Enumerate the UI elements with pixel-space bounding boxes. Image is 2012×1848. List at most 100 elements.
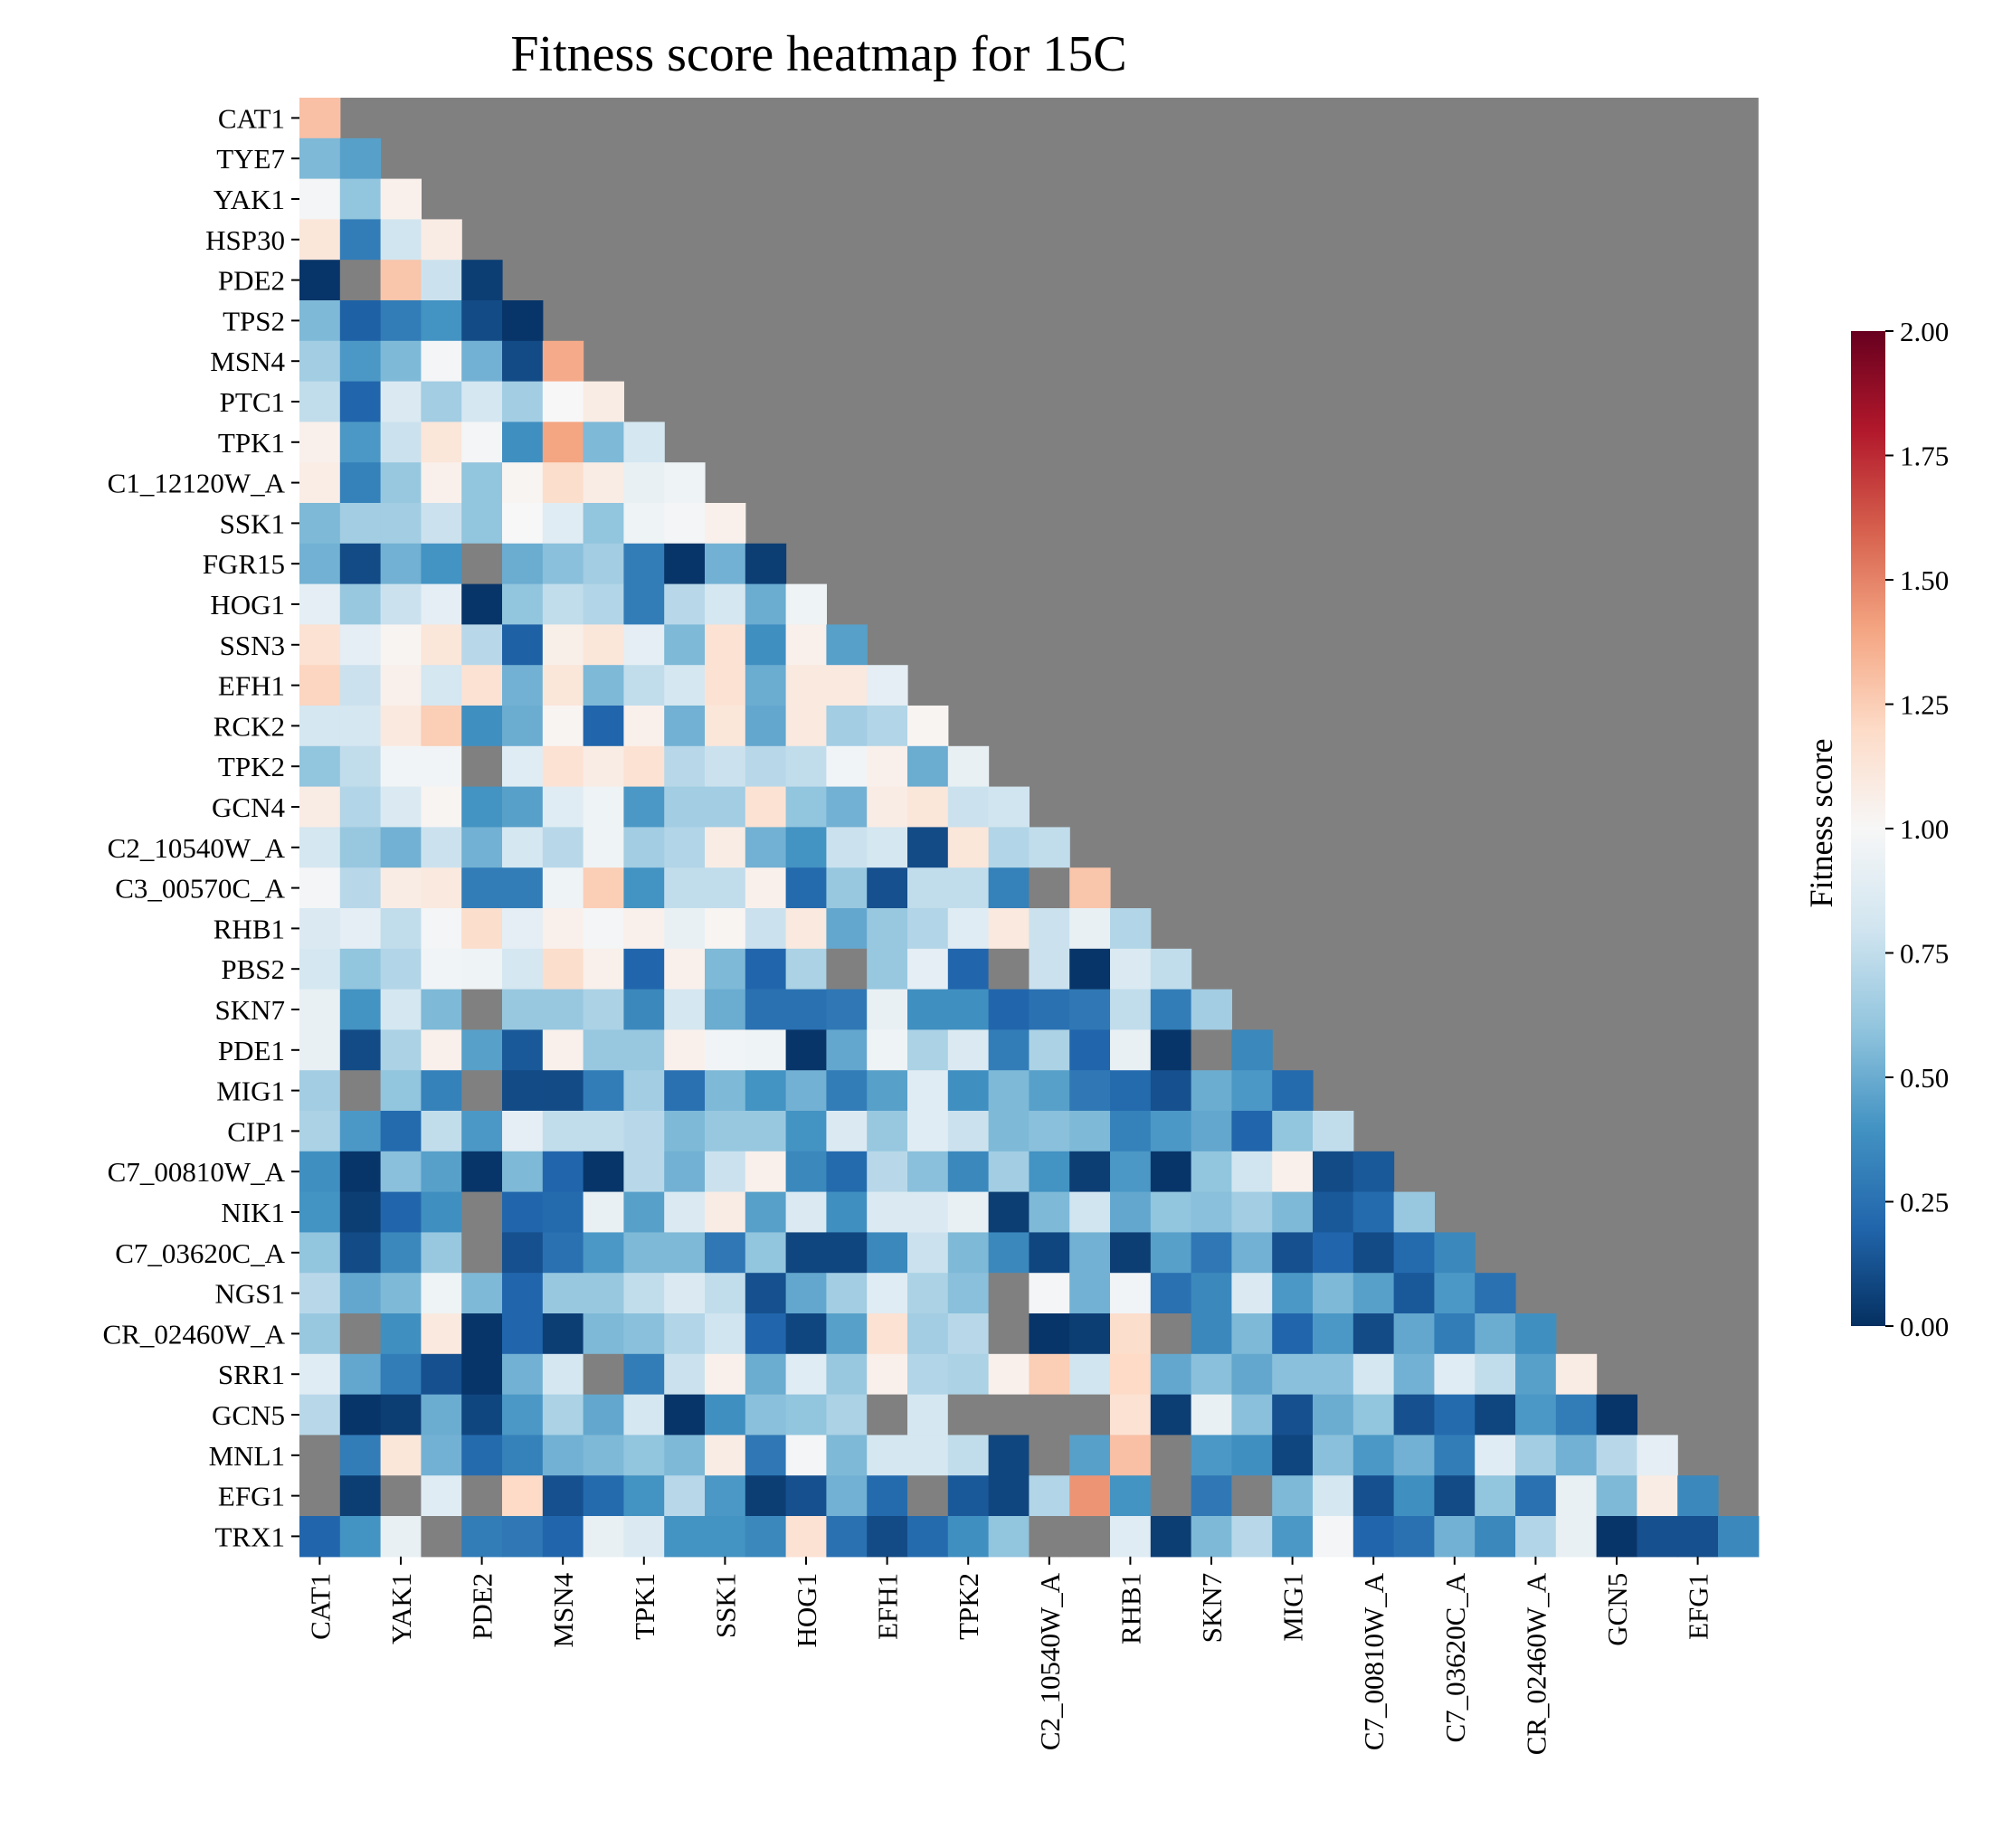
heatmap-cell <box>947 1151 990 1193</box>
heatmap-cell <box>1150 1435 1192 1476</box>
heatmap-cell <box>583 1151 624 1193</box>
heatmap-cell <box>421 503 462 545</box>
heatmap-cell <box>1352 1191 1395 1233</box>
heatmap-cell <box>299 260 341 301</box>
heatmap-cell <box>988 1516 1030 1558</box>
heatmap-cell <box>1272 1273 1314 1314</box>
heatmap-cell <box>583 908 624 950</box>
heatmap-cell <box>826 1191 868 1233</box>
heatmap-cell <box>1191 1475 1232 1517</box>
heatmap-cell <box>745 1394 787 1436</box>
heatmap-cell <box>664 462 706 504</box>
heatmap-cell <box>826 1070 868 1112</box>
heatmap-cell <box>664 745 706 788</box>
heatmap-cell <box>664 827 706 868</box>
heatmap-cell <box>1069 1151 1111 1193</box>
heatmap-cell <box>867 1394 908 1436</box>
heatmap-cell <box>421 1232 462 1274</box>
heatmap-cell <box>421 989 462 1030</box>
y-tick-label: SRR1 <box>218 1359 285 1390</box>
heatmap-cell <box>745 1111 787 1152</box>
heatmap-cell <box>826 745 868 788</box>
heatmap-cell <box>1110 948 1152 990</box>
y-tick-label: SSN3 <box>220 630 285 661</box>
heatmap-cell <box>421 381 462 422</box>
heatmap-cell <box>380 827 422 868</box>
heatmap-cell <box>461 1151 503 1193</box>
heatmap-cell <box>1110 1435 1152 1476</box>
heatmap-cell <box>1272 1394 1314 1436</box>
heatmap-cell <box>421 462 462 504</box>
heatmap-cell <box>988 1394 1030 1436</box>
heatmap-cell <box>867 1191 908 1233</box>
x-tick-label: C2_10540W_A <box>1034 1572 1066 1750</box>
y-tick-label: PDE1 <box>218 1035 285 1066</box>
heatmap-cell <box>705 1111 746 1152</box>
heatmap-cell <box>583 786 624 828</box>
heatmap-cell <box>1272 1435 1314 1476</box>
heatmap-cell <box>339 786 382 828</box>
heatmap-cell <box>542 1151 584 1193</box>
heatmap-cell <box>1029 1029 1070 1071</box>
heatmap-cell <box>583 745 624 788</box>
heatmap-cell <box>623 1394 665 1436</box>
heatmap-cell <box>339 583 382 625</box>
heatmap-cell <box>339 1475 382 1517</box>
heatmap-cell <box>583 1111 624 1152</box>
heatmap-cell <box>705 1475 746 1517</box>
heatmap-cell <box>380 340 422 383</box>
heatmap-cell <box>826 948 868 990</box>
heatmap-cell <box>1029 827 1070 868</box>
heatmap-cell <box>623 422 665 463</box>
heatmap-cell <box>502 1516 544 1558</box>
heatmap-cell <box>502 1394 544 1436</box>
heatmap-cell <box>705 1232 746 1274</box>
heatmap-cell <box>339 1111 382 1152</box>
heatmap-cell <box>421 583 462 625</box>
y-tick-label: PTC1 <box>220 386 285 418</box>
heatmap-cell <box>1434 1232 1476 1274</box>
heatmap-cell <box>421 1191 462 1233</box>
heatmap-cell <box>380 1111 422 1152</box>
heatmap-cell <box>299 745 341 788</box>
heatmap-cell <box>1150 1475 1192 1517</box>
heatmap-cell <box>1515 1516 1557 1558</box>
heatmap-cell <box>299 948 341 990</box>
heatmap-cell <box>299 1394 341 1436</box>
heatmap-cell <box>907 1029 949 1071</box>
heatmap-cell <box>380 665 422 706</box>
heatmap-cell <box>947 948 990 990</box>
y-tick-label: C7_03620C_A <box>115 1237 285 1269</box>
heatmap-cell <box>1313 1273 1354 1314</box>
heatmap-cell <box>421 260 462 301</box>
heatmap-cell <box>664 583 706 625</box>
heatmap-cell <box>947 989 990 1030</box>
heatmap-cell <box>461 583 503 625</box>
heatmap-cell <box>1231 1516 1273 1558</box>
heatmap-cell <box>1110 1029 1152 1071</box>
heatmap-cell <box>299 178 341 220</box>
heatmap-cell <box>988 1191 1030 1233</box>
heatmap-cell <box>623 1516 665 1558</box>
heatmap-cell <box>1150 1029 1192 1071</box>
heatmap-cell <box>339 422 382 463</box>
heatmap-cell <box>1029 1232 1070 1274</box>
y-tick-label: NIK1 <box>221 1197 285 1228</box>
heatmap-cell <box>380 462 422 504</box>
heatmap-cell <box>583 989 624 1030</box>
colorbar-tick-label: 0.75 <box>1900 938 1949 970</box>
heatmap-cell <box>1231 1151 1273 1193</box>
heatmap-cell <box>988 1435 1030 1476</box>
heatmap-cell <box>421 422 462 463</box>
heatmap-cell <box>1191 1070 1232 1112</box>
colorbar-tick-label: 1.50 <box>1900 564 1949 596</box>
heatmap-cell <box>867 665 908 706</box>
y-tick-labels: CAT1 TYE7 YAK1 HSP30 PDE2 TPS2 MSN4 PTC1 TPK1 C1_… <box>103 102 299 1552</box>
heatmap-cell <box>1110 1516 1152 1558</box>
heatmap-cell <box>705 1191 746 1233</box>
heatmap-cell <box>867 1070 908 1112</box>
heatmap-cell <box>299 300 341 342</box>
colorbar-tick-label: 1.00 <box>1900 813 1949 845</box>
x-tick-label: MIG1 <box>1277 1573 1309 1642</box>
heatmap-cell <box>1352 1435 1395 1476</box>
